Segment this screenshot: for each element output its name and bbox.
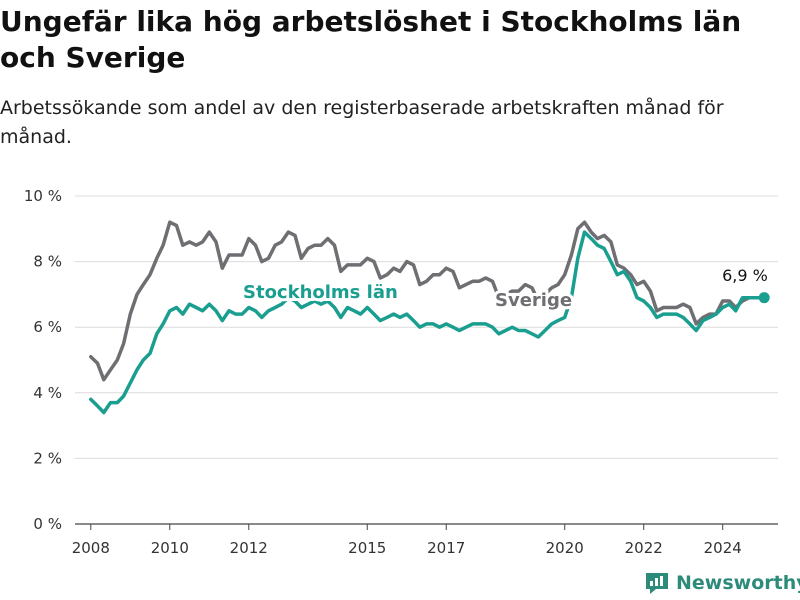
y-axis-ticks: 0 % 2 % 4 % 6 % 8 % 10 % — [24, 187, 62, 533]
x-tick-label: 2012 — [230, 539, 268, 557]
series-label-sverige: Sverige — [495, 290, 572, 311]
y-tick-label: 2 % — [33, 449, 62, 467]
end-value-label: 6,9 % — [722, 266, 768, 285]
brand-name: Newsworthy — [676, 572, 800, 594]
y-tick-label: 0 % — [33, 515, 62, 533]
x-axis-ticks: 2008 2010 2012 2015 2017 2020 2022 2024 — [72, 524, 742, 557]
y-tick-label: 10 % — [24, 187, 62, 205]
chart-title: Ungefär lika hög arbetslöshet i Stockhol… — [0, 5, 742, 74]
series-label-stockholms-lan: Stockholms län — [243, 282, 398, 303]
newsworthy-icon — [646, 573, 668, 594]
x-tick-label: 2024 — [704, 539, 742, 557]
x-tick-label: 2010 — [151, 539, 189, 557]
y-tick-label: 4 % — [33, 384, 62, 402]
chart-subtitle: Arbetssökande som andel av den registerb… — [0, 97, 724, 148]
newsworthy-logo[interactable]: Newsworthy — [644, 568, 800, 598]
end-point-marker — [758, 292, 770, 304]
x-tick-label: 2015 — [348, 539, 386, 557]
x-tick-label: 2022 — [625, 539, 663, 557]
x-tick-label: 2008 — [72, 539, 110, 557]
series-lines — [89, 220, 764, 415]
x-tick-label: 2020 — [546, 539, 584, 557]
grid-lines — [75, 195, 778, 525]
y-tick-label: 8 % — [33, 253, 62, 271]
series-line-sverige — [89, 220, 764, 382]
x-tick-label: 2017 — [427, 539, 465, 557]
series-line-stockholms-lan — [89, 230, 764, 415]
y-tick-label: 6 % — [33, 318, 62, 336]
